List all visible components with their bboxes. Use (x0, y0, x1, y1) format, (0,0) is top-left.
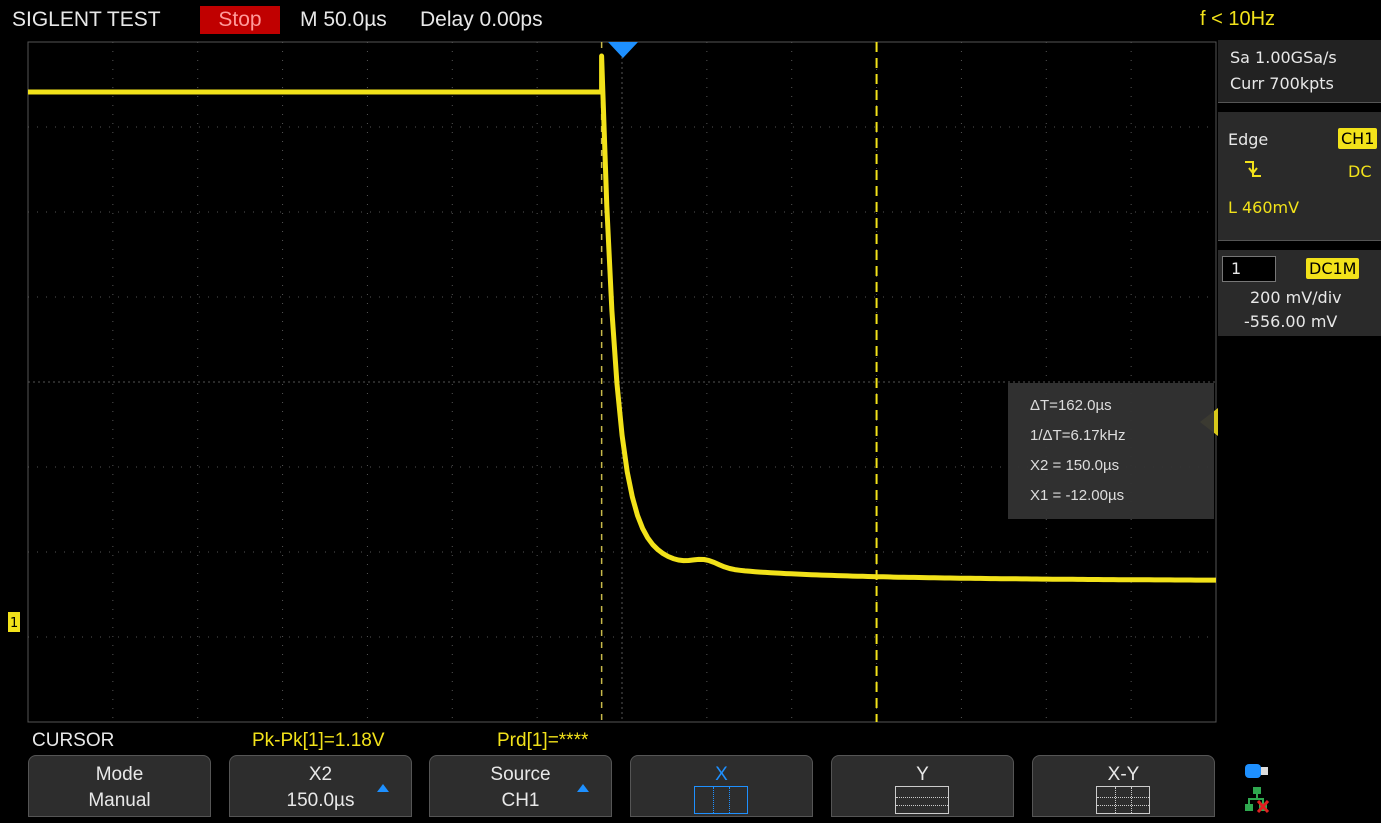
channel1-info[interactable]: 1 DC1M 200 mV/div -556.00 mV (1218, 250, 1381, 336)
cursor-readout-box: ΔT=162.0µs 1/ΔT=6.17kHz X2 = 150.0µs X1 … (1008, 383, 1214, 519)
softkey-value: 150.0µs (286, 790, 355, 811)
ch1-trace (28, 53, 1216, 583)
xy-cursor-icon (1096, 786, 1150, 814)
timebase-readout[interactable]: M 50.0µs (300, 8, 387, 31)
softkey-label: X2 (308, 764, 333, 785)
x2-softkey[interactable]: X2 150.0µs (229, 755, 412, 817)
vertical-scale: 200 mV/div (1250, 288, 1342, 307)
mode-softkey[interactable]: Mode Manual (28, 755, 211, 817)
softkey-label: Source (490, 764, 551, 785)
menu-title: CURSOR (32, 730, 115, 751)
network-disconnected-icon (1245, 787, 1270, 814)
x2-readout: X2 = 150.0µs (1030, 457, 1120, 474)
frequency-counter: f < 10Hz (1200, 8, 1276, 30)
softkey-label: Y (916, 764, 929, 785)
instrument-title: SIGLENT TEST (12, 8, 161, 31)
channel-number: 1 (1231, 259, 1242, 278)
x-cursor-softkey[interactable]: X (630, 755, 813, 817)
channel-coupling: DC1M (1306, 258, 1360, 279)
ch1-level-marker-label: 1 (10, 616, 18, 631)
waveform-display[interactable]: 1 (0, 40, 1218, 723)
xy-cursor-softkey[interactable]: X-Y (1032, 755, 1215, 817)
graticule (27, 41, 1217, 723)
x-cursor-icon (694, 786, 748, 814)
delay-readout[interactable]: Delay 0.00ps (420, 8, 543, 31)
trigger-position-marker[interactable] (608, 42, 638, 58)
trigger-source: CH1 (1338, 128, 1378, 149)
inverse-delta-t-readout: 1/ΔT=6.17kHz (1030, 427, 1126, 444)
trigger-info[interactable]: Edge CH1 DC L 460mV (1218, 112, 1381, 241)
softkey-value: Manual (88, 790, 151, 811)
delta-t-readout: ΔT=162.0µs (1030, 397, 1112, 414)
falling-edge-icon (1245, 161, 1261, 177)
period-measurement[interactable]: Prd[1]=**** (497, 730, 589, 751)
trigger-type: Edge (1228, 130, 1269, 149)
vertical-offset: -556.00 mV (1244, 312, 1338, 331)
softkey-label: X-Y (1107, 764, 1140, 785)
trigger-coupling: DC (1348, 162, 1372, 181)
softkey-label: Mode (95, 764, 144, 785)
ch1-level-marker[interactable]: 1 (8, 612, 20, 632)
source-softkey[interactable]: Source CH1 (429, 755, 612, 817)
pk-pk-measurement[interactable]: Pk-Pk[1]=1.18V (252, 730, 385, 751)
acquisition-info[interactable]: Sa 1.00GSa/s Curr 700kpts (1218, 40, 1381, 103)
softkey-label: X (715, 764, 728, 785)
usb-storage-icon (1245, 764, 1268, 778)
channel-number-box: 1 (1222, 256, 1276, 282)
adjust-knob-icon (577, 784, 589, 792)
x1-readout: X1 = -12.00µs (1030, 487, 1125, 504)
y-cursor-softkey[interactable]: Y (831, 755, 1014, 817)
adjust-knob-icon (377, 784, 389, 792)
sample-rate: Sa 1.00GSa/s (1230, 48, 1337, 67)
trigger-level: L 460mV (1228, 198, 1300, 217)
softkey-value: CH1 (501, 790, 540, 811)
run-stop-indicator[interactable]: Stop (200, 6, 280, 34)
memory-depth: Curr 700kpts (1230, 74, 1334, 93)
y-cursor-icon (895, 786, 949, 814)
